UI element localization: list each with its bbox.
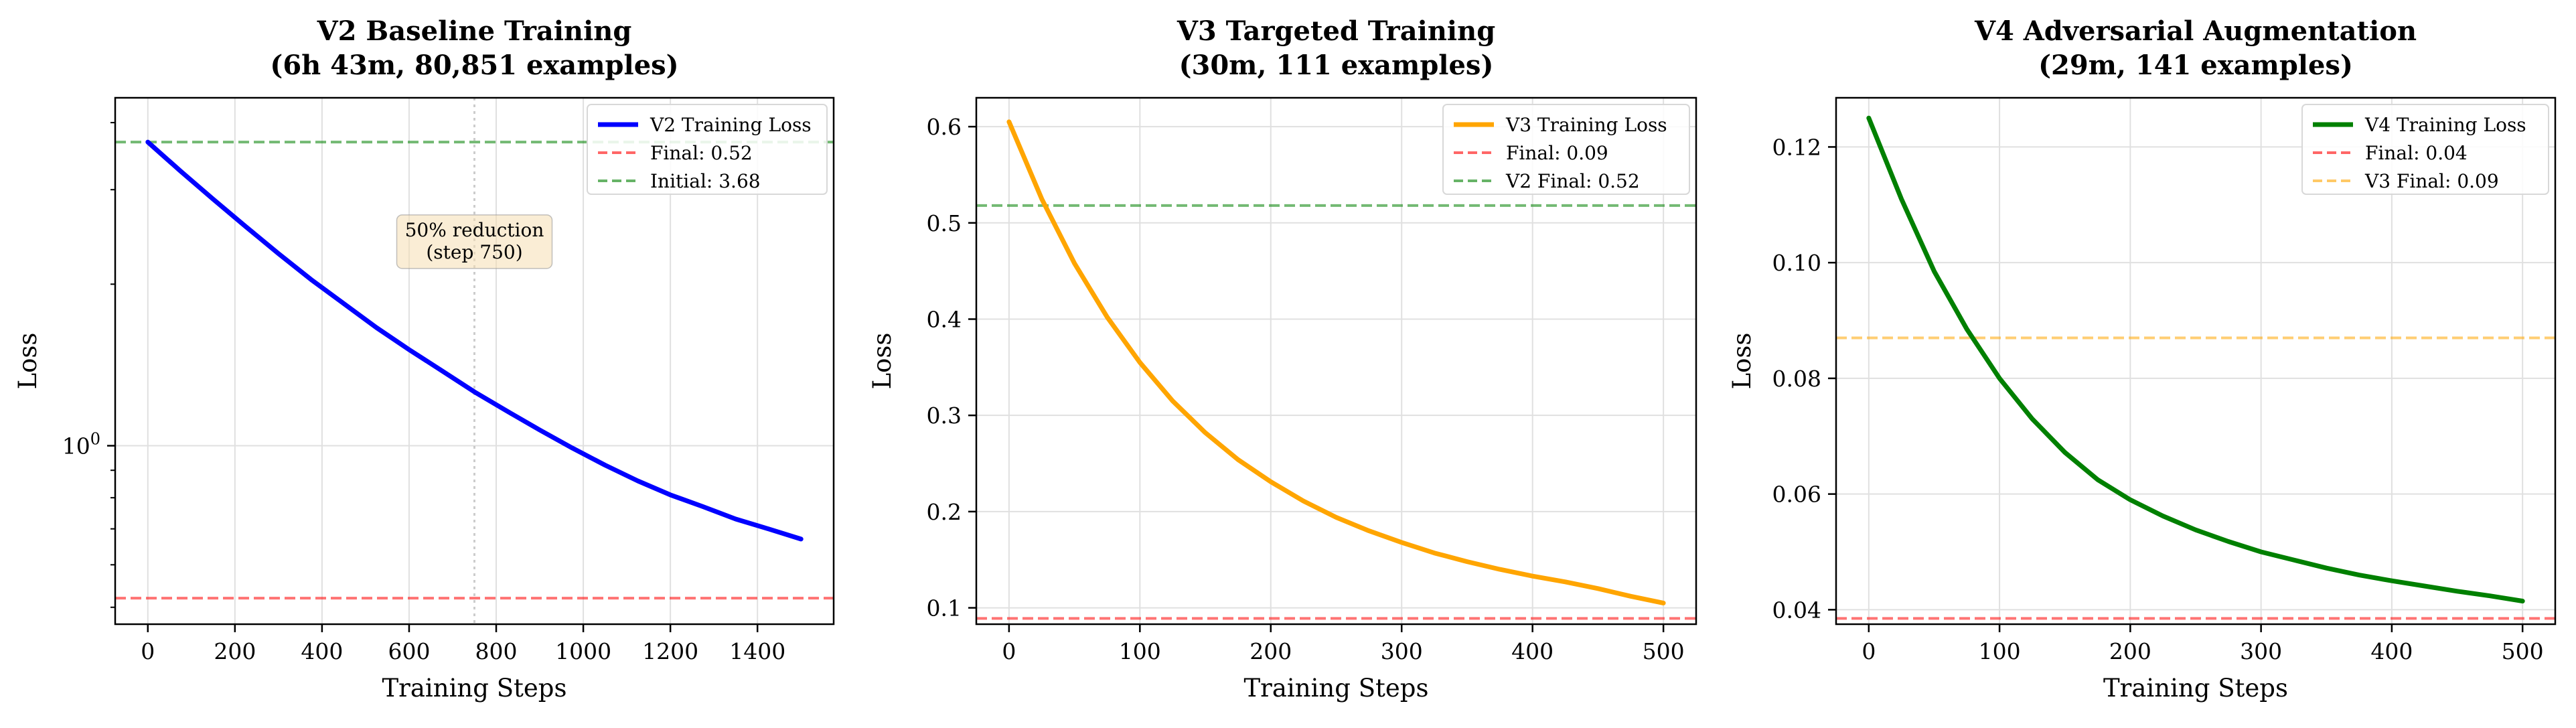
- x-tick-label: 200: [1249, 638, 1292, 664]
- legend-label-3: V3 Final: 0.09: [2364, 170, 2499, 192]
- chart-title: V3 Targeted Training: [1177, 15, 1495, 47]
- x-tick-label: 100: [1119, 638, 1161, 664]
- x-tick-label: 500: [2502, 638, 2544, 664]
- x-axis-label: Training Steps: [2103, 674, 2288, 703]
- y-tick-label: 100: [62, 430, 100, 459]
- y-axis-label: Loss: [13, 333, 42, 390]
- legend: V3 Training Loss Final: 0.09 V2 Final: 0.5…: [1443, 104, 1689, 194]
- chart-subtitle: (29m, 141 examples): [2038, 50, 2353, 81]
- legend: V4 Training Loss Final: 0.04 V3 Final: 0.0…: [2302, 104, 2549, 194]
- legend-label-1: V3 Training Loss: [1505, 114, 1667, 136]
- legend-label-1: V2 Training Loss: [650, 114, 812, 136]
- x-tick-label: 600: [388, 638, 430, 664]
- x-tick-label: 0: [1002, 638, 1016, 664]
- x-tick-label: 1200: [642, 638, 698, 664]
- x-axis-label: Training Steps: [1244, 674, 1429, 703]
- y-tick-label: 0.4: [927, 306, 962, 332]
- y-tick-label: 0.08: [1772, 366, 1821, 392]
- x-tick-label: 200: [2109, 638, 2151, 664]
- x-tick-label: 400: [301, 638, 343, 664]
- legend-label-2: Final: 0.52: [650, 142, 753, 164]
- x-tick-label: 800: [475, 638, 518, 664]
- y-tick-label: 0.1: [927, 595, 962, 622]
- chart-panel-3: 0 100 200 300 400 500 0.04 0.06 0.08 0.10 0.12 V4 A…: [1728, 15, 2555, 703]
- y-tick-label: 0.04: [1772, 597, 1821, 623]
- y-tick-label: 0.2: [927, 499, 962, 525]
- x-tick-label: 200: [214, 638, 256, 664]
- x-tick-label: 1400: [729, 638, 785, 664]
- x-tick-label: 0: [1862, 638, 1876, 664]
- chart-panel-2: 0 100 200 300 400 500 0.1 0.2 0.3 0.4 0.5 0.6 V3 Tar…: [868, 15, 1696, 703]
- chart-title: V4 Adversarial Augmentation: [1974, 15, 2417, 47]
- legend: V2 Training Loss Final: 0.52 Initial: 3.68: [587, 104, 827, 194]
- x-tick-label: 400: [1511, 638, 1554, 664]
- chart-subtitle: (30m, 111 examples): [1179, 50, 1494, 81]
- annotation-text: (step 750): [426, 241, 522, 263]
- x-tick-label: 0: [141, 638, 155, 664]
- legend-label-3: V2 Final: 0.52: [1505, 170, 1640, 192]
- y-axis-label: Loss: [868, 333, 897, 390]
- y-tick-label: 0.3: [927, 403, 962, 429]
- x-tick-label: 300: [1381, 638, 1423, 664]
- y-tick-label: 0.10: [1772, 250, 1821, 276]
- chart-title: V2 Baseline Training: [317, 15, 632, 47]
- x-tick-label: 500: [1643, 638, 1685, 664]
- legend-label-2: Final: 0.04: [2365, 142, 2468, 164]
- y-tick-label: 0.5: [927, 210, 962, 236]
- legend-label-1: V4 Training Loss: [2364, 114, 2526, 136]
- y-tick-label: 0.6: [927, 114, 962, 140]
- x-tick-label: 100: [1979, 638, 2021, 664]
- chart-panel-1: 50% reduction(step 750) 0 200 400 600 800 1000…: [13, 15, 834, 703]
- legend-label-3: Initial: 3.68: [650, 170, 761, 192]
- x-tick-label: 300: [2240, 638, 2282, 664]
- x-tick-label: 1000: [555, 638, 611, 664]
- x-tick-label: 400: [2370, 638, 2413, 664]
- chart-subtitle: (6h 43m, 80,851 examples): [270, 50, 678, 81]
- legend-label-2: Final: 0.09: [1506, 142, 1608, 164]
- y-tick-label: 0.12: [1772, 134, 1821, 160]
- annotation-text: 50% reduction: [405, 219, 544, 241]
- y-axis-label: Loss: [1728, 333, 1756, 390]
- y-tick-label: 0.06: [1772, 482, 1821, 508]
- x-axis-label: Training Steps: [382, 674, 567, 703]
